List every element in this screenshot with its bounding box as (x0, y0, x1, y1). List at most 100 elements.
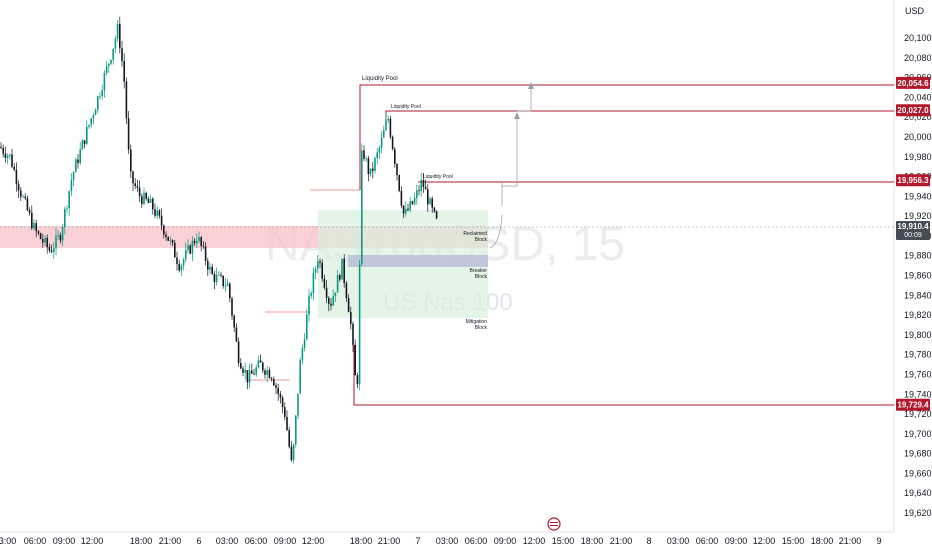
candle-body (233, 315, 235, 328)
candle-body (134, 183, 136, 187)
candle-body (429, 198, 431, 205)
candle-body (363, 150, 365, 159)
candle-body (163, 225, 165, 235)
candle-body (207, 260, 209, 270)
candle-body (284, 407, 286, 417)
candle-body (154, 209, 156, 216)
candle-body (70, 180, 73, 192)
candle-body (13, 167, 15, 170)
candle-body (394, 149, 396, 164)
candle-body (147, 198, 150, 203)
mitigation-block-label-1: Mitigation (466, 319, 488, 325)
candle-body (365, 158, 367, 160)
candle-body (127, 118, 130, 150)
price-tag-label: 20,054.6 (897, 79, 929, 88)
x-tick-label: 18:00 (350, 536, 373, 546)
candle-body (158, 210, 161, 216)
candle-body (354, 344, 356, 376)
candle-body (385, 120, 387, 131)
y-tick-label: 19,660.0 (904, 468, 932, 478)
candle-body (279, 393, 282, 398)
candle-body (424, 187, 427, 190)
y-tick-label: 19,700.0 (904, 429, 932, 439)
candle-body (171, 240, 174, 243)
candle-body (44, 237, 46, 243)
candle-body (310, 293, 312, 296)
candle-body (400, 190, 403, 206)
current-price-tag: 19,910.4 00:09 (896, 221, 930, 240)
x-tick-label: 15:00 (782, 536, 805, 546)
candle-body (11, 154, 13, 168)
candle-body (196, 240, 198, 244)
candle-body (431, 198, 433, 208)
x-tick-label: 06:00 (465, 536, 488, 546)
candle-body (369, 168, 372, 175)
candle-body (288, 430, 290, 447)
x-tick-label: 12:00 (523, 536, 546, 546)
candle-body (28, 210, 31, 213)
reclaimed-block-label-1: Reclaimed (463, 231, 487, 237)
candle-body (380, 137, 383, 148)
candle-body (215, 274, 218, 282)
candle-body (193, 240, 196, 244)
time-axis[interactable]: 03:00 06:00 09:00 12:00 18:00 21:00 6 03:00 06:0… (0, 536, 882, 546)
x-tick-label: 7 (415, 536, 420, 546)
x-tick-label: 09:00 (494, 536, 517, 546)
candle-body (182, 259, 185, 266)
candle-body (235, 327, 238, 342)
candle-body (119, 23, 121, 49)
candle-body (143, 192, 145, 205)
candle-body (114, 38, 117, 49)
candle-body (123, 61, 125, 82)
y-tick-label: 19,800.0 (904, 330, 932, 340)
candle-body (6, 155, 9, 159)
candle-body (220, 274, 222, 276)
candle-body (103, 72, 106, 91)
candle-body (413, 197, 416, 204)
candle-body (339, 275, 341, 280)
candle-body (200, 237, 202, 246)
candle-body (405, 208, 407, 214)
candle-body (57, 235, 59, 236)
candle-body (257, 360, 260, 368)
candle-body (246, 370, 249, 383)
candle-body (209, 266, 211, 270)
projection-arrows (489, 82, 534, 249)
candle-body (110, 59, 112, 64)
candle-body (2, 147, 4, 154)
candle-body (255, 367, 257, 375)
y-tick-label: 20,020.0 (904, 112, 932, 122)
candle-body (79, 149, 81, 164)
candle-body (240, 363, 242, 369)
candles-group (0, 16, 438, 464)
candle-body (422, 179, 425, 188)
x-tick-label: 18:00 (130, 536, 153, 546)
candle-body (178, 263, 180, 271)
candle-body (141, 196, 143, 205)
candle-body (411, 201, 414, 204)
x-tick-label: 03:00 (216, 536, 239, 546)
candle-body (409, 201, 411, 211)
liquidity-pool-1-label: Liquidity Pool (362, 76, 398, 82)
candle-body (286, 416, 288, 431)
liquidity-pool-3-label: Liquidity Pool (423, 174, 453, 180)
candle-body (275, 385, 277, 388)
candle-body (39, 233, 42, 240)
candle-body (290, 446, 293, 460)
candle-body (323, 278, 326, 288)
candle-body (97, 96, 99, 110)
candle-body (174, 242, 176, 258)
current-price-countdown: 00:09 (904, 232, 922, 239)
candle-body (330, 303, 332, 306)
x-tick-label: 6 (196, 536, 201, 546)
candle-body (350, 312, 352, 324)
currency-label[interactable]: USD (905, 6, 925, 16)
tradingview-logo-icon[interactable] (547, 517, 561, 531)
candle-body (204, 246, 207, 261)
x-tick-label: 06:00 (245, 536, 268, 546)
candle-body (46, 237, 48, 248)
candle-body (68, 191, 70, 209)
candle-body (356, 375, 359, 385)
candle-body (191, 240, 194, 254)
